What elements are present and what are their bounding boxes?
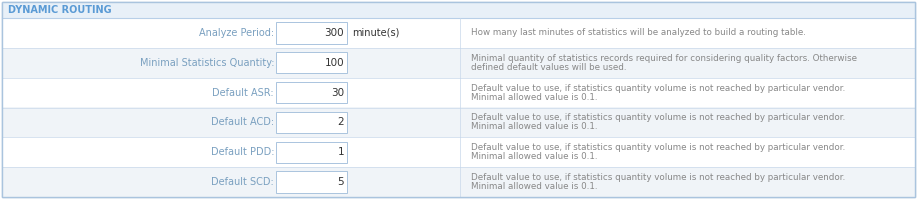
Text: Default value to use, if statistics quantity volume is not reached by particular: Default value to use, if statistics quan… <box>471 143 845 152</box>
Text: Default PDD:: Default PDD: <box>211 147 274 157</box>
Bar <box>276 171 348 193</box>
Text: Default value to use, if statistics quantity volume is not reached by particular: Default value to use, if statistics quan… <box>471 173 845 182</box>
Text: Minimal allowed value is 0.1.: Minimal allowed value is 0.1. <box>471 182 598 191</box>
Bar <box>2 137 915 167</box>
Bar <box>276 141 348 163</box>
Text: Default value to use, if statistics quantity volume is not reached by particular: Default value to use, if statistics quan… <box>471 113 845 123</box>
Text: defined default values will be used.: defined default values will be used. <box>471 63 627 72</box>
Text: 100: 100 <box>325 58 344 68</box>
Bar <box>276 112 348 133</box>
Bar <box>2 2 915 18</box>
Text: Analyze Period:: Analyze Period: <box>199 28 274 38</box>
Bar <box>2 78 915 107</box>
Bar <box>2 107 915 137</box>
Bar <box>276 52 348 73</box>
Text: DYNAMIC ROUTING: DYNAMIC ROUTING <box>8 5 112 15</box>
Text: Minimal allowed value is 0.1.: Minimal allowed value is 0.1. <box>471 93 598 101</box>
Text: 1: 1 <box>337 147 344 157</box>
Text: Minimal allowed value is 0.1.: Minimal allowed value is 0.1. <box>471 152 598 161</box>
Text: How many last minutes of statistics will be analyzed to build a routing table.: How many last minutes of statistics will… <box>471 28 806 37</box>
Text: Minimal quantity of statistics records required for considering quality factors.: Minimal quantity of statistics records r… <box>471 54 857 63</box>
Bar <box>276 82 348 103</box>
Text: minute(s): minute(s) <box>352 28 400 38</box>
Bar <box>276 22 348 44</box>
Bar <box>2 48 915 78</box>
Text: Default ASR:: Default ASR: <box>213 88 274 98</box>
Bar <box>2 167 915 197</box>
Bar <box>2 18 915 48</box>
Text: 30: 30 <box>331 88 344 98</box>
Text: Default ACD:: Default ACD: <box>211 117 274 127</box>
Text: Minimal allowed value is 0.1.: Minimal allowed value is 0.1. <box>471 122 598 131</box>
Text: 5: 5 <box>337 177 344 187</box>
Text: Minimal Statistics Quantity:: Minimal Statistics Quantity: <box>139 58 274 68</box>
Text: Default SCD:: Default SCD: <box>211 177 274 187</box>
Text: 300: 300 <box>325 28 344 38</box>
Text: 2: 2 <box>337 117 344 127</box>
Text: Default value to use, if statistics quantity volume is not reached by particular: Default value to use, if statistics quan… <box>471 84 845 93</box>
